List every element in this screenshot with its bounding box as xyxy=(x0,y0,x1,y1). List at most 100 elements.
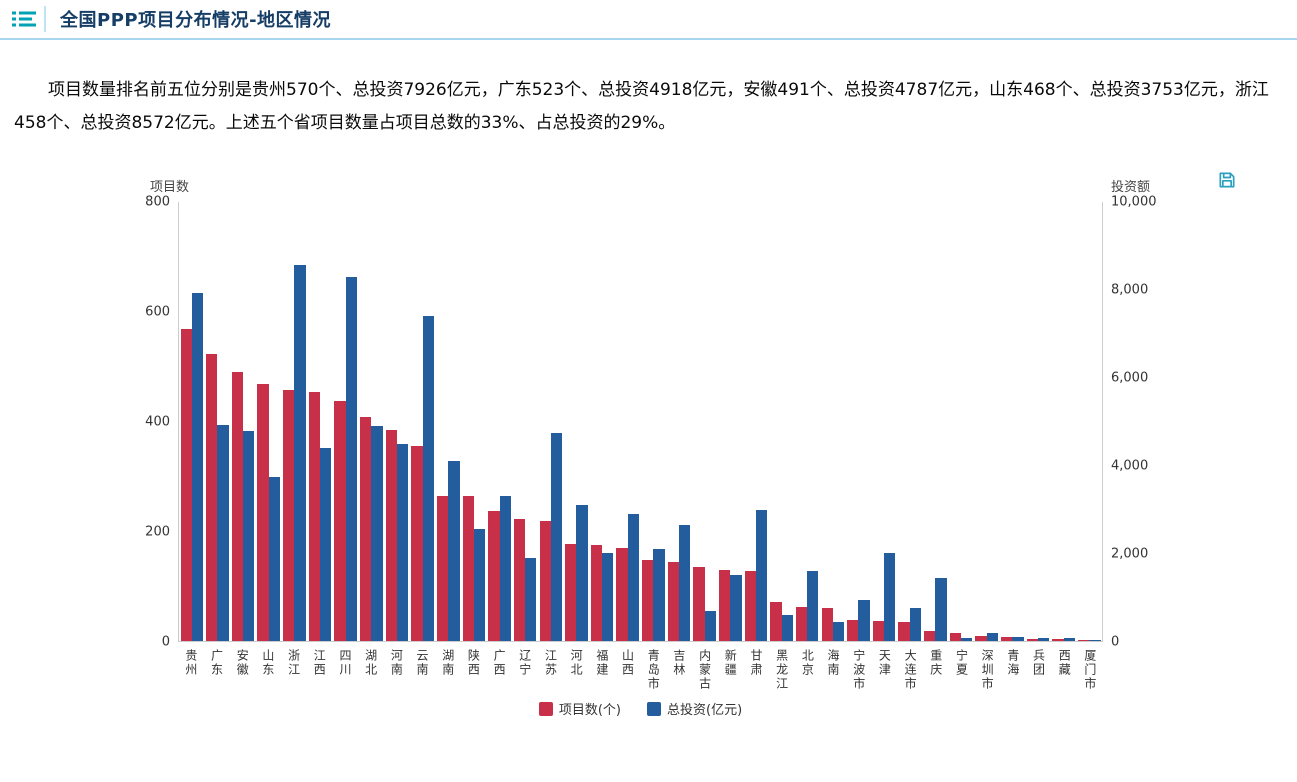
bar-group[interactable] xyxy=(282,202,308,642)
investment-bar[interactable] xyxy=(1063,637,1075,642)
project-count-bar[interactable] xyxy=(975,635,987,642)
project-count-bar[interactable] xyxy=(539,520,551,642)
project-count-bar[interactable] xyxy=(949,633,962,642)
investment-bar[interactable] xyxy=(935,577,947,642)
project-count-bar[interactable] xyxy=(795,607,808,642)
bar-group[interactable] xyxy=(615,202,641,642)
project-count-bar[interactable] xyxy=(616,548,628,642)
investment-bar[interactable] xyxy=(448,461,460,642)
bar-group[interactable] xyxy=(1051,202,1077,642)
project-count-bar[interactable] xyxy=(642,560,654,642)
bar-group[interactable] xyxy=(897,202,923,642)
investment-bar[interactable] xyxy=(396,443,409,642)
bar-group[interactable] xyxy=(717,202,743,642)
project-count-bar[interactable] xyxy=(1026,638,1038,642)
investment-bar[interactable] xyxy=(678,524,691,642)
bar-group[interactable] xyxy=(948,202,974,642)
project-count-bar[interactable] xyxy=(385,430,397,642)
project-count-bar[interactable] xyxy=(462,495,474,642)
investment-bar[interactable] xyxy=(345,276,357,642)
bar-group[interactable] xyxy=(743,202,769,642)
bar-group[interactable] xyxy=(589,202,615,642)
project-count-bar[interactable] xyxy=(565,543,577,642)
investment-bar[interactable] xyxy=(884,553,896,642)
bar-group[interactable] xyxy=(871,202,897,642)
bar-group[interactable] xyxy=(564,202,590,642)
bar-group[interactable] xyxy=(641,202,667,642)
project-count-bar[interactable] xyxy=(360,417,372,642)
investment-bar[interactable] xyxy=(473,529,486,642)
investment-bar[interactable] xyxy=(1012,637,1024,642)
project-count-bar[interactable] xyxy=(693,567,705,642)
investment-bar[interactable] xyxy=(576,505,588,642)
bar-group[interactable] xyxy=(692,202,718,642)
legend-item-investment[interactable]: 总投资(亿元) xyxy=(647,699,742,718)
project-count-bar[interactable] xyxy=(1052,639,1064,642)
project-count-bar[interactable] xyxy=(872,620,885,642)
bar-group[interactable] xyxy=(666,202,692,642)
investment-bar[interactable] xyxy=(525,557,537,642)
bar-group[interactable] xyxy=(179,202,205,642)
project-count-bar[interactable] xyxy=(744,571,756,642)
project-count-bar[interactable] xyxy=(206,354,218,642)
bar-group[interactable] xyxy=(538,202,564,642)
bar-group[interactable] xyxy=(1076,202,1102,642)
investment-bar[interactable] xyxy=(1089,639,1101,642)
bar-group[interactable] xyxy=(333,202,359,642)
investment-bar[interactable] xyxy=(1037,638,1050,642)
project-count-bar[interactable] xyxy=(898,622,910,642)
project-count-bar[interactable] xyxy=(257,384,269,642)
project-count-bar[interactable] xyxy=(231,371,244,642)
bar-group[interactable] xyxy=(487,202,513,642)
bar-group[interactable] xyxy=(256,202,282,642)
project-count-bar[interactable] xyxy=(1077,639,1090,642)
investment-bar[interactable] xyxy=(371,426,383,642)
bar-group[interactable] xyxy=(794,202,820,642)
investment-bar[interactable] xyxy=(217,425,229,642)
investment-bar[interactable] xyxy=(858,599,870,642)
project-count-bar[interactable] xyxy=(924,631,936,642)
investment-bar[interactable] xyxy=(422,316,434,642)
investment-bar[interactable] xyxy=(961,637,973,642)
bar-group[interactable] xyxy=(1000,202,1026,642)
bar-group[interactable] xyxy=(512,202,538,642)
project-count-bar[interactable] xyxy=(821,608,833,642)
project-count-bar[interactable] xyxy=(1001,636,1013,642)
bar-group[interactable] xyxy=(461,202,487,642)
investment-bar[interactable] xyxy=(986,633,998,642)
investment-bar[interactable] xyxy=(781,614,793,642)
bar-group[interactable] xyxy=(384,202,410,642)
bar-group[interactable] xyxy=(1025,202,1051,642)
project-count-bar[interactable] xyxy=(847,620,859,642)
project-count-bar[interactable] xyxy=(334,401,346,642)
legend-item-projects[interactable]: 项目数(个) xyxy=(538,699,621,718)
project-count-bar[interactable] xyxy=(667,561,679,642)
investment-bar[interactable] xyxy=(499,496,511,642)
bar-group[interactable] xyxy=(410,202,436,642)
investment-bar[interactable] xyxy=(602,553,614,642)
save-image-icon[interactable] xyxy=(1215,168,1239,195)
bar-group[interactable] xyxy=(923,202,949,642)
investment-bar[interactable] xyxy=(704,610,716,642)
project-count-bar[interactable] xyxy=(770,601,782,642)
bar-group[interactable] xyxy=(820,202,846,642)
investment-bar[interactable] xyxy=(832,621,845,642)
investment-bar[interactable] xyxy=(294,264,306,642)
project-count-bar[interactable] xyxy=(436,495,449,642)
investment-bar[interactable] xyxy=(320,448,332,642)
project-count-bar[interactable] xyxy=(180,328,192,642)
investment-bar[interactable] xyxy=(755,509,768,642)
bar-group[interactable] xyxy=(307,202,333,642)
bar-group[interactable] xyxy=(769,202,795,642)
project-count-bar[interactable] xyxy=(590,545,603,642)
investment-bar[interactable] xyxy=(550,432,563,642)
project-count-bar[interactable] xyxy=(513,519,526,642)
investment-bar[interactable] xyxy=(653,549,665,642)
bar-group[interactable] xyxy=(435,202,461,642)
project-count-bar[interactable] xyxy=(488,510,500,642)
project-count-bar[interactable] xyxy=(283,389,295,642)
investment-bar[interactable] xyxy=(268,476,281,642)
investment-bar[interactable] xyxy=(909,608,922,642)
investment-bar[interactable] xyxy=(243,431,255,642)
bar-group[interactable] xyxy=(974,202,1000,642)
